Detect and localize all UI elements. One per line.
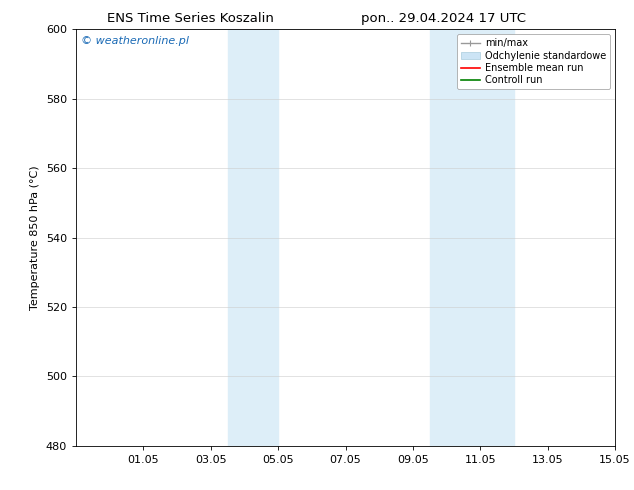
Y-axis label: Temperature 850 hPa (°C): Temperature 850 hPa (°C) bbox=[30, 165, 40, 310]
Text: pon.. 29.04.2024 17 UTC: pon.. 29.04.2024 17 UTC bbox=[361, 12, 526, 25]
Bar bbox=[430, 29, 514, 446]
Bar bbox=[228, 29, 278, 446]
Legend: min/max, Odchylenie standardowe, Ensemble mean run, Controll run: min/max, Odchylenie standardowe, Ensembl… bbox=[456, 34, 610, 89]
Text: ENS Time Series Koszalin: ENS Time Series Koszalin bbox=[107, 12, 274, 25]
Text: © weatheronline.pl: © weatheronline.pl bbox=[81, 36, 190, 46]
